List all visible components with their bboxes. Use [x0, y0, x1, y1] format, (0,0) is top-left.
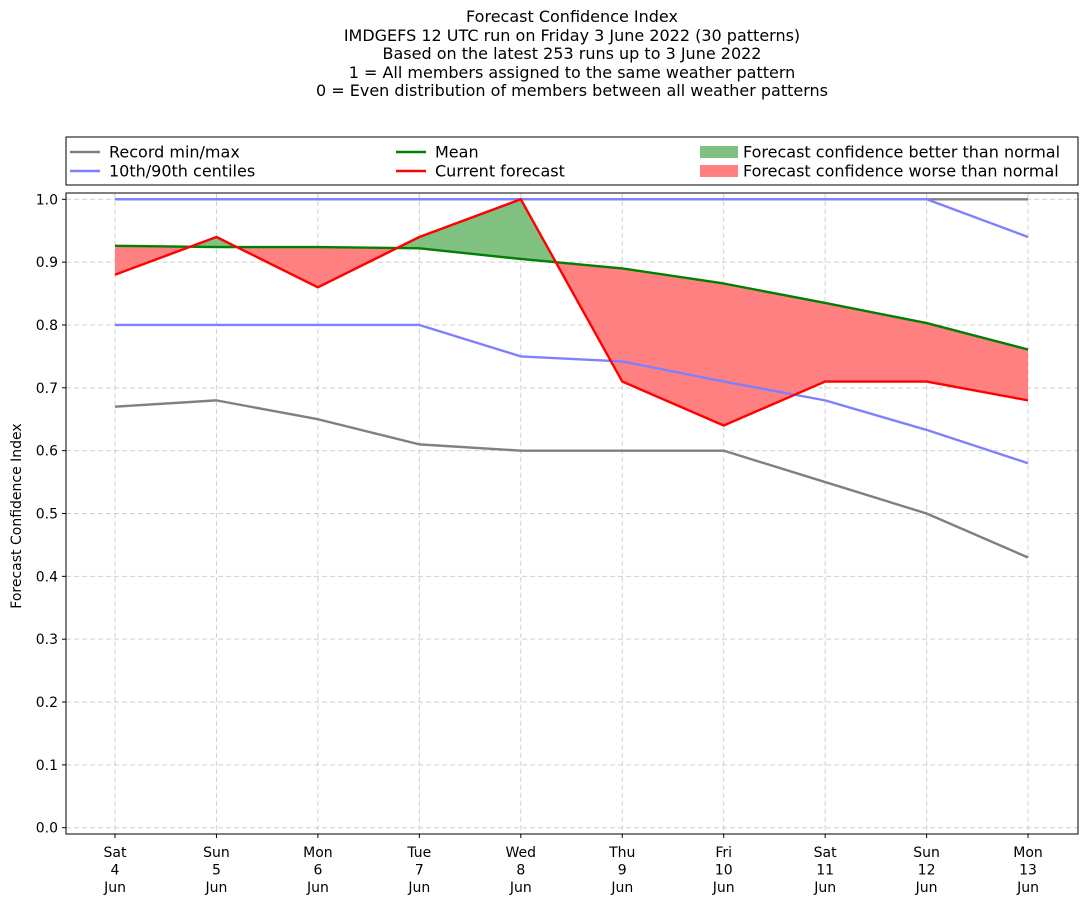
x-tick-label: Sat [814, 845, 837, 861]
x-tick-label: Fri [715, 845, 732, 861]
y-tick-label: 0.2 [36, 695, 58, 711]
y-tick-label: 0.4 [36, 569, 58, 585]
axis-ticks: 0.00.10.20.30.40.50.60.70.80.91.0Sat4Jun… [36, 192, 1043, 896]
title-line-1: Forecast Confidence Index [466, 7, 678, 26]
y-tick-label: 0.0 [36, 821, 58, 837]
x-tick-label: Sun [913, 845, 940, 861]
y-tick-label: 0.6 [36, 444, 58, 460]
title-line-4: 1 = All members assigned to the same wea… [348, 62, 796, 82]
p90-centile-line [115, 198, 1029, 239]
title-line-5: 0 = Even distribution of members between… [315, 81, 829, 100]
x-tick-label: Tue [406, 845, 431, 861]
x-tick-label: Jun [712, 880, 735, 896]
y-tick-label: 0.9 [36, 255, 58, 271]
worse-than-normal-area [236, 247, 398, 288]
legend-label: 10th/90th centiles [109, 162, 255, 181]
p10-centile-line [115, 323, 1029, 465]
y-tick-label: 0.8 [36, 318, 58, 334]
y-tick-label: 0.5 [36, 507, 58, 523]
record-min-line [114, 399, 1029, 559]
legend-label: Current forecast [435, 162, 565, 181]
current-forecast-line [114, 198, 1029, 427]
x-tick-label: Sun [203, 845, 230, 861]
x-tick-label: 5 [212, 863, 221, 879]
better-than-normal-area [397, 199, 556, 263]
y-tick-label: 0.1 [36, 758, 58, 774]
x-tick-label: 10 [715, 863, 733, 879]
legend-box [65, 136, 1079, 186]
legend-label: Forecast confidence better than normal [743, 143, 1060, 162]
chart-title: Forecast Confidence Index IMDGEFS 12 UTC… [66, 7, 1078, 101]
series-lines [114, 198, 1029, 559]
confidence-fill-areas [115, 199, 1029, 426]
x-tick-label: Thu [608, 845, 635, 861]
x-tick-label: Mon [1013, 845, 1043, 861]
y-tick-label: 0.3 [36, 632, 58, 648]
x-tick-label: Sat [104, 845, 127, 861]
x-tick-label: Jun [509, 880, 532, 896]
x-tick-label: 12 [918, 863, 936, 879]
title-line-3: Based on the latest 253 runs up to 3 Jun… [382, 44, 762, 63]
legend-label: Record min/max [109, 143, 240, 162]
title-line-2: IMDGEFS 12 UTC run on Friday 3 June 2022… [343, 25, 801, 45]
x-tick-label: 9 [618, 863, 627, 879]
x-tick-label: 6 [313, 863, 322, 879]
x-tick-label: 13 [1019, 863, 1037, 879]
x-tick-label: Jun [205, 880, 228, 896]
x-tick-label: Jun [813, 880, 836, 896]
x-tick-label: Jun [407, 880, 430, 896]
x-tick-label: 4 [111, 863, 120, 879]
x-tick-label: Wed [506, 845, 537, 861]
x-tick-label: Jun [306, 880, 329, 896]
legend-label: Mean [435, 143, 479, 162]
legend-swatch-patch [700, 165, 738, 177]
y-tick-label: 0.7 [36, 381, 58, 397]
x-tick-label: Jun [915, 880, 938, 896]
x-tick-label: Jun [610, 880, 633, 896]
mean-line [114, 244, 1029, 351]
legend-swatch-patch [700, 146, 738, 158]
worse-than-normal-area [555, 262, 1029, 426]
legend-label: Forecast confidence worse than normal [743, 162, 1059, 181]
y-tick-label: 1.0 [36, 192, 58, 208]
x-tick-label: 8 [516, 863, 525, 879]
x-tick-label: 7 [415, 863, 424, 879]
x-tick-label: Jun [1016, 880, 1039, 896]
x-tick-label: 11 [816, 863, 834, 879]
y-axis-label: Forecast Confidence Index [9, 423, 25, 608]
x-tick-label: Mon [303, 845, 333, 861]
better-than-normal-area [190, 236, 237, 248]
x-tick-label: Jun [103, 880, 126, 896]
